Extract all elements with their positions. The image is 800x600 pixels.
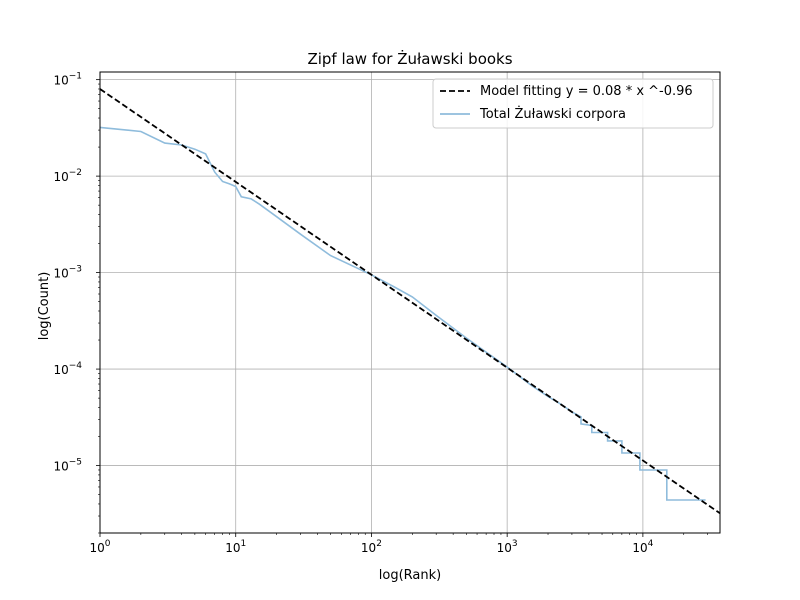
y-tick-label: 10−3 bbox=[53, 265, 82, 281]
x-tick-label: 102 bbox=[361, 539, 382, 555]
legend-label-corpora: Total Żuławski corpora bbox=[479, 106, 626, 122]
model-fit-line bbox=[99, 88, 721, 515]
corpora-line bbox=[99, 126, 706, 501]
grid bbox=[99, 72, 720, 533]
ticks: 100 101 102 103 104 10−5 10−4 10−3 10−2 10−1 bbox=[53, 72, 708, 555]
y-tick-label: 10−5 bbox=[53, 458, 82, 474]
x-tick-label: 100 bbox=[89, 539, 110, 555]
legend-label-model: Model fitting y = 0.08 * x ^-0.96 bbox=[480, 84, 693, 99]
y-tick-label: 10−1 bbox=[53, 72, 82, 88]
y-axis-label: log(Count) bbox=[37, 272, 52, 341]
x-tick-label: 104 bbox=[632, 539, 653, 555]
y-tick-label: 10−2 bbox=[53, 168, 82, 184]
legend: Model fitting y = 0.08 * x ^-0.96 Total … bbox=[432, 78, 714, 129]
x-tick-label: 103 bbox=[497, 539, 518, 555]
x-axis-label: log(Rank) bbox=[379, 568, 441, 583]
y-tick-label: 10−4 bbox=[53, 361, 82, 377]
chart-title: Zipf law for Żuławski books bbox=[307, 49, 512, 68]
series-group bbox=[99, 88, 721, 515]
legend-box bbox=[432, 78, 714, 129]
x-tick-label: 101 bbox=[225, 539, 246, 555]
plot-frame bbox=[99, 71, 721, 534]
